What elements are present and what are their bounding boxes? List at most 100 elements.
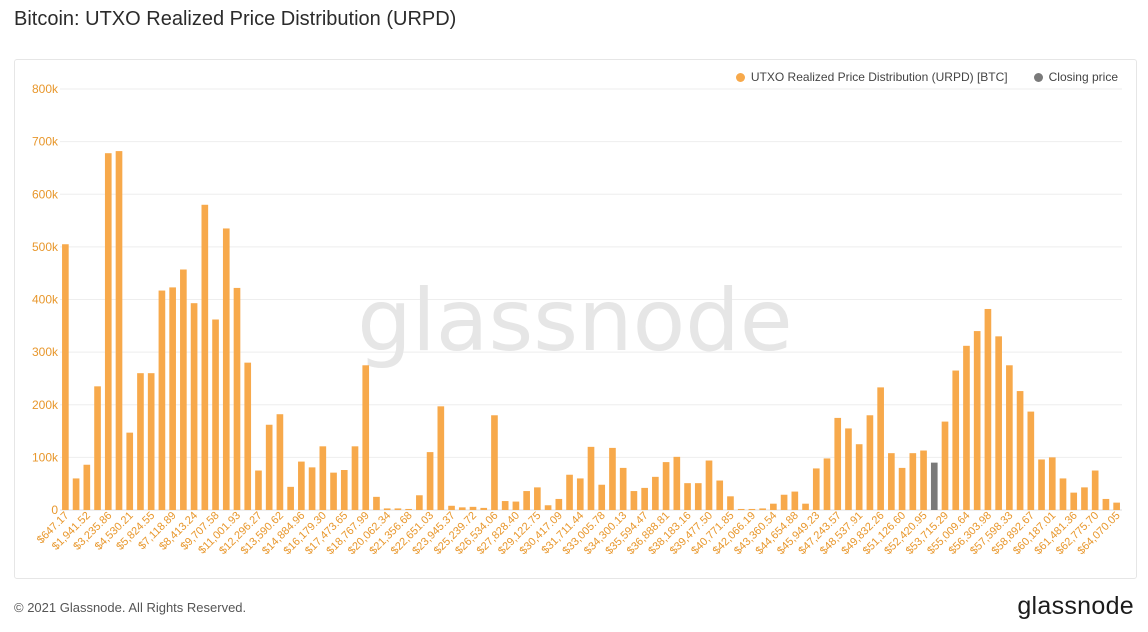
urpd-bar[interactable] (94, 386, 101, 510)
urpd-bar[interactable] (973, 331, 981, 510)
urpd-bar[interactable] (1048, 457, 1056, 510)
urpd-bar[interactable] (137, 373, 144, 510)
urpd-bar[interactable] (480, 507, 488, 510)
urpd-bar[interactable] (952, 370, 960, 510)
urpd-bar[interactable] (716, 480, 724, 510)
urpd-bar[interactable] (705, 460, 713, 510)
urpd-bar[interactable] (298, 461, 305, 510)
urpd-bar[interactable] (555, 498, 563, 510)
urpd-bar[interactable] (72, 478, 80, 510)
urpd-bar[interactable] (834, 417, 842, 510)
urpd-bar[interactable] (448, 505, 455, 510)
urpd-bar[interactable] (458, 507, 466, 510)
urpd-bar[interactable] (62, 244, 69, 510)
urpd-bar[interactable] (287, 486, 294, 510)
urpd-bar[interactable] (619, 467, 627, 510)
urpd-bar[interactable] (995, 336, 1002, 510)
urpd-bar[interactable] (737, 508, 745, 510)
urpd-bar[interactable] (630, 491, 638, 510)
urpd-bar[interactable] (888, 453, 895, 510)
urpd-bar[interactable] (265, 424, 273, 510)
urpd-bar[interactable] (158, 290, 166, 510)
legend-item-urpd[interactable]: UTXO Realized Price Distribution (URPD) … (735, 70, 1008, 84)
urpd-bar[interactable] (662, 462, 670, 510)
urpd-bar[interactable] (1091, 470, 1099, 510)
urpd-bar[interactable] (437, 406, 445, 510)
urpd-bar[interactable] (233, 287, 241, 510)
urpd-bar[interactable] (576, 478, 584, 510)
urpd-bar[interactable] (319, 446, 327, 510)
urpd-bar[interactable] (169, 287, 176, 510)
urpd-bar[interactable] (190, 303, 198, 510)
urpd-bar[interactable] (1059, 478, 1067, 510)
urpd-bar[interactable] (104, 153, 112, 510)
urpd-bar[interactable] (201, 204, 209, 510)
urpd-bar[interactable] (115, 151, 123, 510)
urpd-bar[interactable] (383, 508, 391, 510)
urpd-bar[interactable] (255, 470, 262, 510)
urpd-bar[interactable] (491, 415, 498, 510)
urpd-bar[interactable] (684, 483, 691, 510)
urpd-bar[interactable] (416, 495, 423, 510)
urpd-bar[interactable] (308, 467, 316, 510)
urpd-bar[interactable] (941, 421, 949, 510)
urpd-bar[interactable] (276, 414, 284, 510)
urpd-bar[interactable] (1113, 502, 1120, 510)
urpd-bar[interactable] (544, 505, 552, 510)
urpd-bar[interactable] (823, 458, 831, 510)
urpd-bar[interactable] (222, 228, 230, 511)
urpd-bar[interactable] (802, 503, 809, 510)
urpd-bar[interactable] (426, 452, 434, 510)
urpd-bar[interactable] (759, 508, 766, 510)
urpd-bar[interactable] (212, 319, 219, 510)
urpd-bar[interactable] (330, 472, 337, 510)
urpd-bar[interactable] (694, 483, 702, 510)
urpd-bar[interactable] (340, 470, 348, 510)
closing-price-bar[interactable] (930, 462, 938, 510)
urpd-bar[interactable] (1102, 498, 1110, 510)
urpd-bar[interactable] (984, 308, 992, 510)
urpd-bar[interactable] (469, 506, 477, 510)
urpd-bar[interactable] (877, 387, 884, 510)
urpd-bar[interactable] (845, 428, 852, 510)
urpd-bar[interactable] (866, 415, 874, 510)
urpd-bar[interactable] (1070, 492, 1078, 510)
urpd-bar[interactable] (609, 447, 616, 510)
glassnode-logo[interactable]: glassnode (1017, 592, 1134, 620)
urpd-bar[interactable] (244, 362, 252, 510)
urpd-bar[interactable] (673, 456, 681, 510)
urpd-bar[interactable] (791, 491, 799, 510)
urpd-bar[interactable] (598, 484, 606, 510)
urpd-bar[interactable] (898, 467, 906, 510)
urpd-bar[interactable] (812, 468, 820, 510)
urpd-bar[interactable] (405, 508, 412, 510)
urpd-bar[interactable] (362, 365, 370, 510)
urpd-bar[interactable] (126, 432, 134, 510)
urpd-bar[interactable] (501, 501, 509, 510)
urpd-bar[interactable] (1006, 365, 1013, 510)
urpd-bar[interactable] (652, 476, 659, 510)
urpd-bar[interactable] (523, 491, 530, 510)
urpd-bar[interactable] (373, 496, 380, 510)
urpd-bar[interactable] (566, 474, 573, 510)
urpd-bar[interactable] (147, 373, 155, 510)
urpd-bar[interactable] (512, 501, 520, 510)
urpd-bar[interactable] (909, 453, 917, 510)
urpd-bar[interactable] (963, 345, 970, 510)
urpd-bar[interactable] (351, 446, 359, 510)
urpd-bar[interactable] (394, 508, 402, 510)
urpd-bar[interactable] (920, 450, 927, 510)
urpd-bar[interactable] (641, 487, 648, 510)
legend-item-closing-price[interactable]: Closing price (1033, 70, 1118, 84)
urpd-bar[interactable] (727, 496, 734, 510)
urpd-bar[interactable] (780, 494, 788, 510)
urpd-bar[interactable] (1016, 391, 1024, 510)
urpd-bar[interactable] (1038, 459, 1045, 510)
urpd-bar[interactable] (855, 444, 863, 510)
urpd-bar[interactable] (83, 464, 91, 510)
urpd-bar[interactable] (770, 503, 777, 510)
urpd-bar[interactable] (180, 269, 187, 510)
urpd-bar[interactable] (534, 487, 541, 510)
urpd-bar[interactable] (1081, 487, 1088, 510)
urpd-bar[interactable] (1027, 411, 1035, 510)
